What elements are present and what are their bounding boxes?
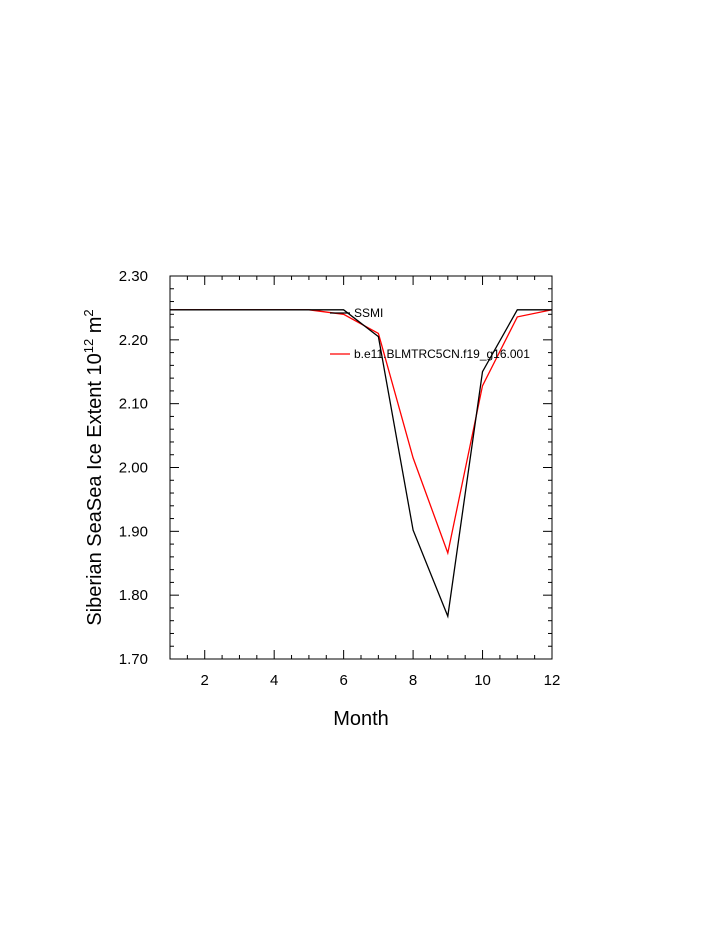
y-axis-title: Siberian SeaSea Ice Extent 1012 m2 [81,309,106,625]
x-tick-label: 6 [339,672,347,689]
y-tick-labels: 1.70 1.80 1.90 2.00 2.10 2.20 2.30 [119,268,148,668]
legend-label-model: b.e11.BLMTRC5CN.f19_g16.001 [354,347,530,361]
x-tick-label: 8 [409,672,417,689]
y-tick-label: 2.10 [119,396,148,413]
y-axis-title-main: Siberian SeaSea Ice Extent 10 [84,353,106,625]
y-tick-label: 1.80 [119,587,148,604]
legend: SSMI b.e11.BLMTRC5CN.f19_g16.001 [330,306,530,361]
plot-frame [169,275,553,660]
y-axis-title-exponent: 12 [81,339,96,353]
y-axis-title-unit-exponent: 2 [81,309,96,316]
y-tick-label: 1.70 [119,651,148,668]
x-tick-label: 4 [270,672,278,689]
y-tick-label: 2.20 [119,332,148,349]
y-tick-label: 2.30 [119,268,148,285]
y-axis-title-unit: m [84,317,106,339]
x-axis-title: Month [333,708,389,730]
x-tick-label: 10 [474,672,491,689]
y-tick-label: 1.90 [119,523,148,540]
series-lines [170,309,553,619]
legend-label-ssmi: SSMI [354,306,383,320]
axis-ticks [169,275,553,660]
x-tick-label: 12 [544,672,561,689]
x-tick-label: 2 [201,672,209,689]
x-tick-labels: 2 4 6 8 10 12 [201,672,561,689]
series-line-ssmi [170,309,552,619]
y-tick-label: 2.00 [119,460,148,477]
